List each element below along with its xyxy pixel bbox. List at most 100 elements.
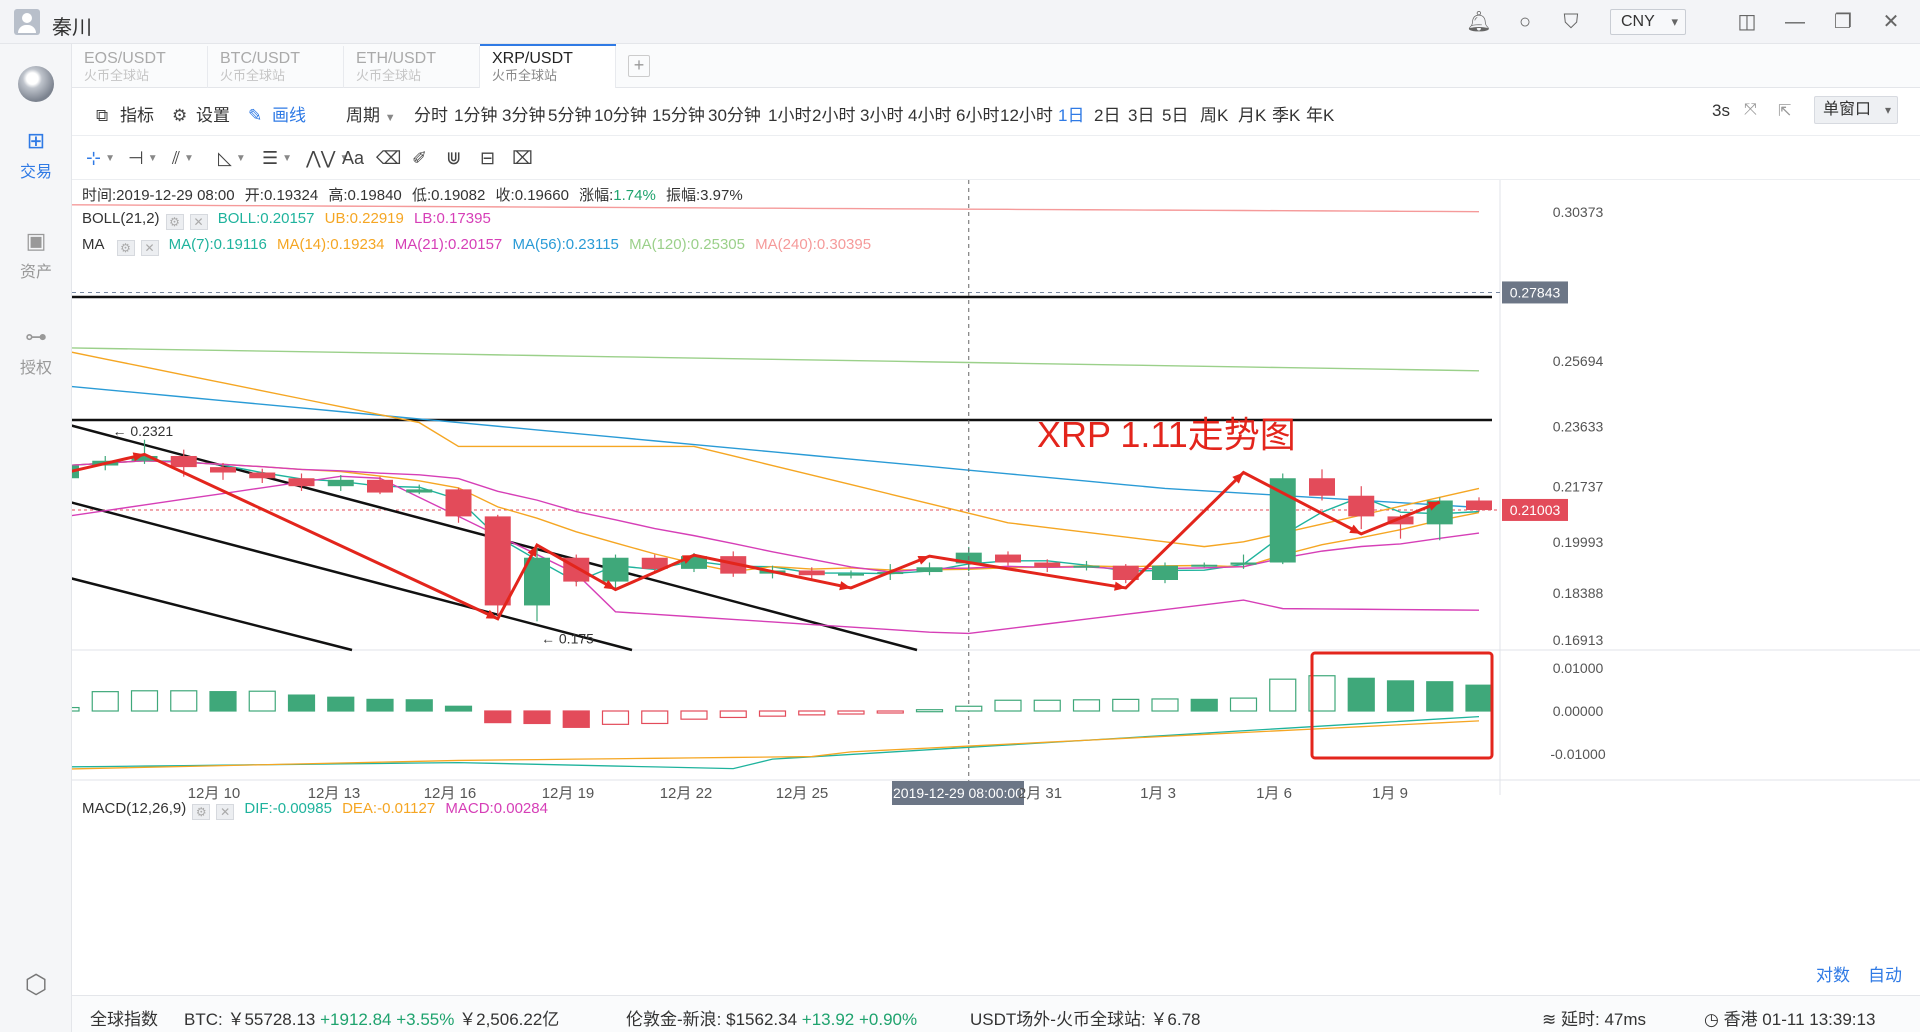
tab-xrp-usdt[interactable]: XRP/USDT 火币全球站 bbox=[480, 44, 616, 88]
macd-bar bbox=[130, 690, 159, 712]
chevron-down-icon: ▼ bbox=[105, 153, 115, 165]
period-18[interactable]: 月K bbox=[1238, 106, 1267, 125]
settings-button[interactable]: ⚙ 设置 bbox=[172, 101, 230, 126]
gear-icon[interactable]: ⬡ bbox=[24, 969, 48, 999]
hline-tool[interactable]: ⊣ ▼ bbox=[128, 146, 158, 170]
period-0[interactable]: 分时 bbox=[414, 106, 448, 125]
close-icon[interactable]: ✕ bbox=[189, 214, 208, 230]
gear-icon[interactable]: ⚙ bbox=[192, 804, 211, 820]
sidebar-item-trade[interactable]: ⊞ 交易 bbox=[0, 128, 72, 182]
candle-body bbox=[1269, 478, 1296, 563]
ma21-value: MA(21):0.20157 bbox=[394, 236, 503, 253]
btc-ticker: BTC: ￥55728.13 +1912.84 +3.55% ￥2,506.22… bbox=[184, 1005, 559, 1030]
kline-chart[interactable]: 0.30373 0.25694 0.23633 0.21737 0.19993 0.183… bbox=[72, 180, 1920, 1000]
indicator-button[interactable]: ⧉ 指标 bbox=[96, 101, 154, 126]
minimize-icon[interactable]: — bbox=[1785, 11, 1805, 33]
auto-scale-toggle[interactable]: 自动 bbox=[1868, 966, 1902, 985]
candle-body bbox=[367, 479, 393, 493]
candle-body bbox=[1034, 562, 1061, 568]
key-icon: ⊶ bbox=[25, 324, 47, 349]
tab-eos-usdt[interactable]: EOS/USDT 火币全球站 bbox=[72, 46, 208, 88]
magnet-icon[interactable]: ⋓ bbox=[446, 148, 462, 168]
low-annotation: ← 0.175 bbox=[541, 630, 594, 646]
window-mode-select[interactable]: 单窗口 bbox=[1814, 96, 1898, 124]
period-20[interactable]: 年K bbox=[1306, 106, 1335, 125]
period-15[interactable]: 3日 bbox=[1128, 106, 1155, 125]
period-2[interactable]: 3分钟 bbox=[502, 106, 546, 125]
gear-icon[interactable]: ⚙ bbox=[165, 214, 184, 230]
draw-button[interactable]: ✎ 画线 bbox=[248, 101, 306, 126]
macd-bar bbox=[719, 710, 747, 719]
shirt-icon[interactable]: ⛉ bbox=[1563, 11, 1579, 33]
latency-value: 47ms bbox=[1604, 1010, 1647, 1029]
text-tool[interactable]: Aa bbox=[342, 148, 365, 168]
macd-bar bbox=[1426, 681, 1454, 712]
restore-icon[interactable]: ❐ bbox=[1834, 11, 1852, 33]
ticker-price: ￥6.78 bbox=[1150, 1010, 1201, 1029]
avatar[interactable] bbox=[14, 9, 40, 35]
close-icon[interactable]: ✕ bbox=[1882, 11, 1900, 33]
period-3[interactable]: 5分钟 bbox=[548, 106, 592, 125]
info-change: 1.74% bbox=[613, 187, 656, 204]
period-7[interactable]: 1小时 bbox=[768, 106, 812, 125]
close-icon[interactable]: ✕ bbox=[216, 804, 235, 820]
period-16[interactable]: 5日 bbox=[1162, 106, 1189, 125]
period-12[interactable]: 12小时 bbox=[1000, 106, 1053, 125]
log-scale-toggle[interactable]: 对数 bbox=[1816, 966, 1850, 985]
period-5[interactable]: 15分钟 bbox=[652, 106, 705, 125]
period-17[interactable]: 周K bbox=[1200, 106, 1229, 125]
period-13[interactable]: 1日 bbox=[1058, 106, 1085, 125]
fib-tool[interactable]: ☰ ▼ bbox=[262, 146, 292, 170]
fullscreen-icon[interactable]: ⤧ bbox=[1744, 101, 1757, 118]
chart-annotation-title: XRP 1.11走势图 bbox=[1037, 414, 1296, 455]
trash-icon[interactable]: ⌧ bbox=[512, 148, 533, 168]
ma-info: MA ⚙ ✕ MA(7):0.19116 MA(14):0.19234 MA(21)… bbox=[82, 236, 877, 256]
macd-bar bbox=[444, 705, 473, 712]
layout-icon[interactable]: ◫ bbox=[1737, 11, 1757, 33]
gear-icon[interactable]: ⚙ bbox=[116, 240, 135, 256]
ticker-volume: ￥2,506.22亿 bbox=[459, 1010, 560, 1029]
popout-icon[interactable]: ⇱ bbox=[1778, 103, 1792, 120]
wave-icon: ⋀⋁ bbox=[306, 148, 336, 168]
gold-ticker: 伦敦金-新浪: $1562.34 +13.92 +0.90% bbox=[626, 1005, 917, 1030]
period-11[interactable]: 6小时 bbox=[956, 106, 1000, 125]
logo bbox=[18, 66, 54, 102]
angle-tool[interactable]: ◺ ▼ bbox=[218, 146, 246, 170]
period-9[interactable]: 3小时 bbox=[860, 106, 904, 125]
crosshair-tool[interactable]: ⊹ ▼ bbox=[86, 146, 115, 170]
period-19[interactable]: 季K bbox=[1272, 106, 1301, 125]
period-8[interactable]: 2小时 bbox=[812, 106, 856, 125]
date-tick: 1月 6 bbox=[1256, 785, 1292, 802]
wave-tool[interactable]: ⋀⋁ ▼ bbox=[306, 146, 349, 170]
lock-icon[interactable]: ⊟ bbox=[480, 148, 496, 168]
chart-area[interactable]: 0.30373 0.25694 0.23633 0.21737 0.19993 0.183… bbox=[72, 180, 1920, 1000]
price-tick: 0.18388 bbox=[1553, 585, 1604, 601]
currency-select[interactable]: CNY bbox=[1610, 9, 1686, 35]
period-4[interactable]: 10分钟 bbox=[594, 106, 647, 125]
close-icon[interactable]: ✕ bbox=[140, 240, 159, 256]
add-tab-button[interactable]: + bbox=[628, 55, 650, 77]
trendline-tool[interactable]: ⫽ ▼ bbox=[172, 146, 194, 170]
ticker-pct: +0.90% bbox=[858, 1010, 918, 1029]
period-6[interactable]: 30分钟 bbox=[708, 106, 761, 125]
refresh-interval[interactable]: 3s bbox=[1712, 101, 1730, 120]
period-14[interactable]: 2日 bbox=[1094, 106, 1121, 125]
period-1[interactable]: 1分钟 bbox=[454, 106, 498, 125]
settings-label: 设置 bbox=[196, 106, 230, 125]
tab-btc-usdt[interactable]: BTC/USDT 火币全球站 bbox=[208, 46, 344, 88]
eraser-icon[interactable]: ⌫ bbox=[376, 148, 402, 168]
bell-icon[interactable]: 🔔︎ bbox=[1466, 11, 1492, 33]
arrow-head bbox=[527, 545, 537, 557]
chevron-down-icon: ▼ bbox=[282, 153, 293, 165]
search-icon[interactable]: ○ bbox=[1518, 11, 1532, 33]
period-dropdown[interactable]: 周期 ▼ bbox=[346, 101, 396, 126]
brush-icon[interactable]: ✐ bbox=[412, 148, 428, 168]
tab-eth-usdt[interactable]: ETH/USDT 火币全球站 bbox=[344, 46, 480, 88]
period-10[interactable]: 4小时 bbox=[908, 106, 952, 125]
candle-body bbox=[484, 516, 511, 606]
date-tick: 12月 22 bbox=[660, 785, 713, 802]
sidebar-item-auth[interactable]: ⊶ 授权 bbox=[0, 324, 72, 378]
ma14-line bbox=[72, 460, 1480, 573]
price-tick: 0.23633 bbox=[1553, 418, 1604, 434]
sidebar-item-assets[interactable]: ▣ 资产 bbox=[0, 228, 72, 282]
